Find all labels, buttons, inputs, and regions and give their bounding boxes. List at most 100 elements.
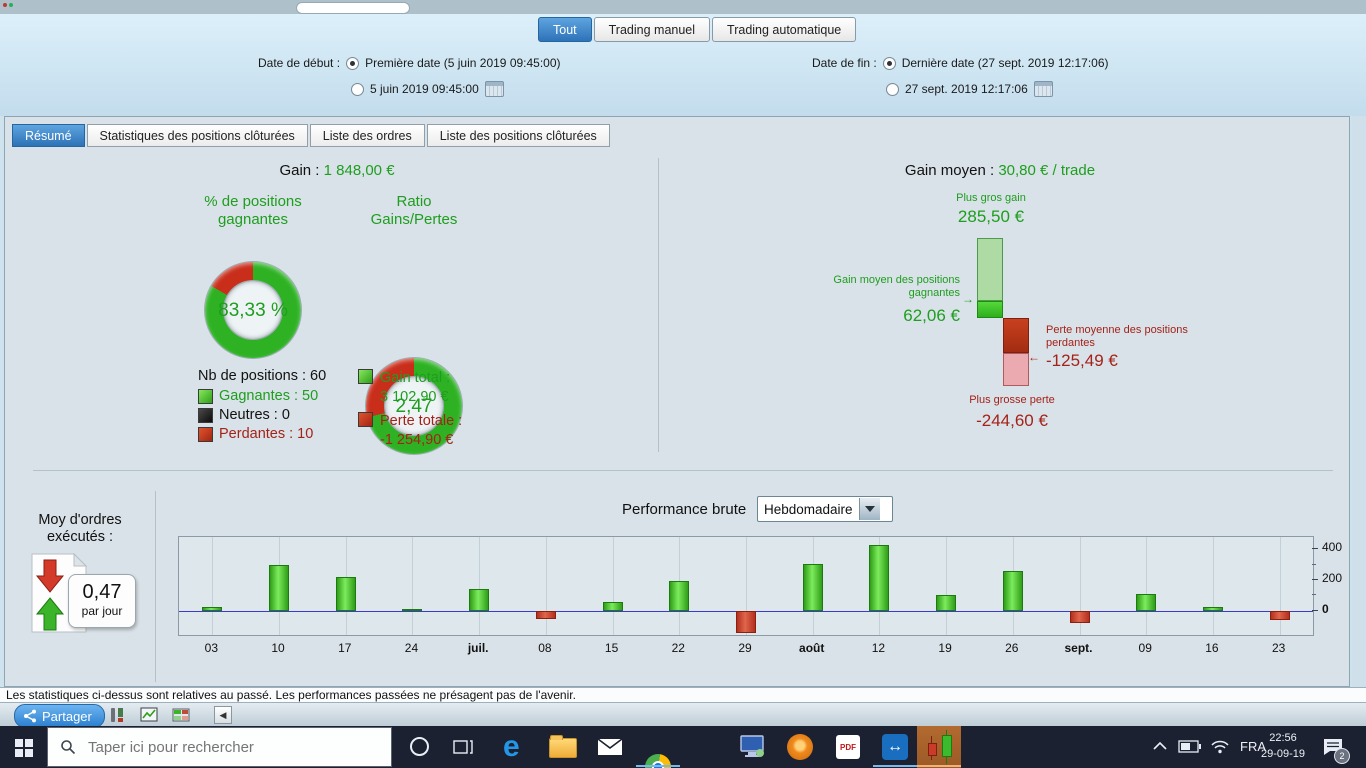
remote-desktop-icon[interactable] xyxy=(739,735,766,759)
legend-loss-total: Perte totale : -1 254,90 € xyxy=(358,412,462,450)
background-search-pill xyxy=(296,2,410,14)
legend-winners: Gagnantes : 50 xyxy=(198,388,318,404)
status-bar: Les statistiques ci-dessus sont relative… xyxy=(0,687,1366,703)
green-square-icon xyxy=(358,369,373,384)
x-axis-label: juil. xyxy=(467,641,489,655)
x-axis-label: 08 xyxy=(538,641,552,655)
gridline xyxy=(479,537,481,635)
dropdown-button[interactable] xyxy=(858,498,880,520)
tiny-green-dot xyxy=(9,3,13,7)
status-text: Les statistiques ci-dessus sont relative… xyxy=(6,688,576,702)
orders-avg-label: Moy d'ordres exécutés : xyxy=(38,512,122,545)
tiny-red-dot xyxy=(3,3,7,7)
avg-bar-segment xyxy=(1003,353,1029,387)
task-view-icon[interactable] xyxy=(453,738,473,756)
avg-gain-loss-chart: Plus gros gain 285,50 € Gain moyen des p… xyxy=(820,190,1260,450)
chevron-down-icon xyxy=(864,506,875,512)
trading-app-active[interactable] xyxy=(917,726,961,768)
avg-loss-label: Perte moyenne des positions perdantes xyxy=(1046,324,1188,349)
teamviewer-icon[interactable]: ↔ xyxy=(882,734,908,760)
y-axis-minor-tick xyxy=(1312,563,1316,565)
y-axis: 400 200 0 xyxy=(1312,536,1366,636)
tab-trading-manuel[interactable]: Trading manuel xyxy=(593,17,711,42)
x-axis-label: sept. xyxy=(1064,641,1093,655)
x-axis-label: 15 xyxy=(604,641,619,655)
chart-bar xyxy=(402,608,423,611)
wifi-icon[interactable] xyxy=(1210,739,1230,754)
date-start-custom-radio[interactable] xyxy=(351,82,364,96)
chart-bar xyxy=(1269,610,1290,621)
calendar-icon[interactable] xyxy=(484,81,504,97)
scroll-left-button[interactable]: ◀ xyxy=(214,706,232,724)
tab-resume[interactable]: Résumé xyxy=(12,124,85,147)
chart-bar xyxy=(269,564,290,611)
search-input[interactable] xyxy=(86,737,340,757)
mail-icon[interactable] xyxy=(597,738,623,756)
taskbar: e PDF ↔ xyxy=(0,726,1366,768)
pdf-reader-icon[interactable]: PDF xyxy=(836,735,860,759)
avg-loss-value: -125,49 € xyxy=(1046,351,1118,370)
chart-bar xyxy=(535,610,556,619)
view-tab-bar: Résumé Statistiques des positions clôtur… xyxy=(12,124,612,147)
x-axis-label: août xyxy=(799,641,825,655)
start-button[interactable] xyxy=(15,739,33,757)
x-axis-label: 19 xyxy=(938,641,952,655)
max-gain-label: Plus gros gain xyxy=(956,192,1026,204)
y-axis-tick xyxy=(1312,609,1318,611)
edge-icon[interactable]: e xyxy=(503,730,520,763)
x-axis-label: 12 xyxy=(871,641,886,655)
language-indicator[interactable]: FRA xyxy=(1240,739,1266,754)
date-start-row1: Date de début : Première date (5 juin 20… xyxy=(258,55,561,71)
share-icon xyxy=(24,709,36,723)
period-dropdown[interactable]: Hebdomadaire xyxy=(757,496,893,522)
chart-image-icon[interactable] xyxy=(140,706,158,724)
taskbar-search[interactable] xyxy=(47,727,392,767)
share-label: Partager xyxy=(42,708,92,724)
tools-icon[interactable] xyxy=(108,706,126,724)
table-icon[interactable] xyxy=(172,706,190,724)
max-loss-label: Plus grosse perte xyxy=(969,394,1055,406)
tray-chevron-icon[interactable] xyxy=(1152,741,1168,751)
taskbar-clock[interactable]: 22:56 29-09-19 xyxy=(1255,730,1311,762)
calendar-icon[interactable] xyxy=(1033,81,1053,97)
legend-losers: Perdantes : 10 xyxy=(198,426,313,442)
horizontal-divider xyxy=(33,470,1333,471)
cortana-icon[interactable] xyxy=(410,737,429,756)
x-axis-label: 09 xyxy=(1138,641,1152,655)
neutral-label: Neutres : 0 xyxy=(219,407,290,423)
legend-gain-total: Gain total : 3 102,90 € xyxy=(358,369,450,407)
arrow-right-icon: → xyxy=(962,292,974,306)
running-indicator xyxy=(636,765,680,767)
tab-statistiques-positions[interactable]: Statistiques des positions clôturées xyxy=(86,124,308,147)
date-end-row1: Date de fin : Dernière date (27 sept. 20… xyxy=(812,55,1109,71)
x-axis-label: 24 xyxy=(404,641,419,655)
share-button[interactable]: Partager xyxy=(14,704,105,728)
x-axis-label: 16 xyxy=(1205,641,1219,655)
date-end-last-radio[interactable] xyxy=(882,56,896,70)
green-candle-icon xyxy=(942,735,952,757)
gridline xyxy=(1079,537,1081,635)
winners-label: Gagnantes : 50 xyxy=(219,388,319,404)
tab-tout[interactable]: Tout xyxy=(538,17,592,42)
red-candle-icon xyxy=(928,743,937,756)
tab-liste-ordres[interactable]: Liste des ordres xyxy=(309,124,425,147)
gridline xyxy=(1212,537,1214,635)
x-axis-label: 03 xyxy=(204,641,219,655)
tab-trading-automatique[interactable]: Trading automatique xyxy=(712,17,857,42)
battery-icon[interactable] xyxy=(1178,740,1202,753)
header: Tout Trading manuel Trading automatique … xyxy=(0,14,1366,116)
file-explorer-icon[interactable] xyxy=(549,735,577,758)
date-end-custom-radio[interactable] xyxy=(886,82,899,96)
clock-date: 29-09-19 xyxy=(1260,748,1306,760)
gridline xyxy=(946,537,948,635)
date-start-first-radio[interactable] xyxy=(346,56,360,70)
gain-total-label: Gain total : xyxy=(380,370,451,386)
x-axis-label: 17 xyxy=(338,641,352,655)
notification-badge: 2 xyxy=(1334,748,1350,764)
settings-orange-icon[interactable] xyxy=(787,734,813,760)
gridline xyxy=(612,537,614,635)
avg-gain-value: 30,80 € / trade xyxy=(998,162,1096,179)
tab-liste-positions[interactable]: Liste des positions clôturées xyxy=(426,124,610,147)
y-axis-minor-tick xyxy=(1312,594,1316,596)
date-start-row2: 5 juin 2019 09:45:00 xyxy=(351,81,504,97)
